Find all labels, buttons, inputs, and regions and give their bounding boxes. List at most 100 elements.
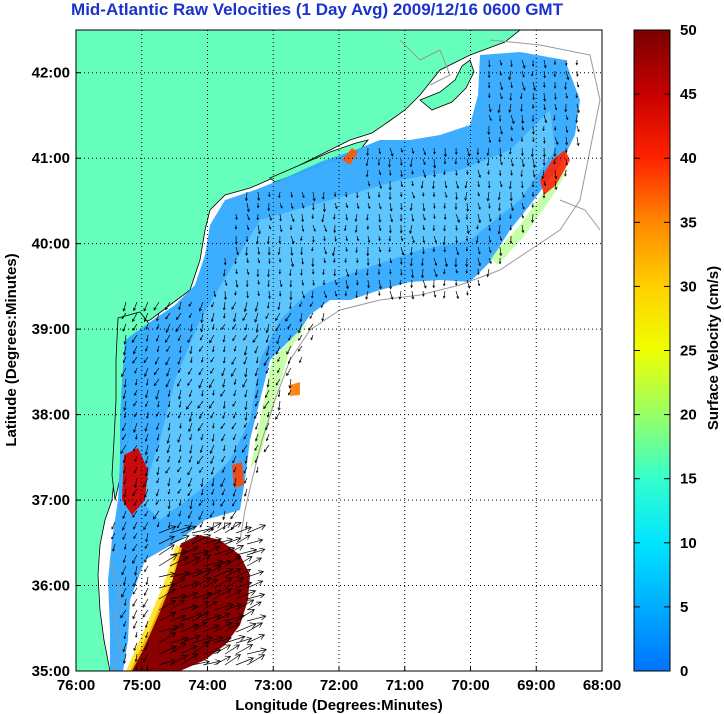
velocity-arrowhead [187, 472, 191, 476]
velocity-vector [165, 356, 171, 365]
velocity-vector [332, 246, 336, 256]
velocity-vector [543, 81, 545, 88]
velocity-arrowhead [565, 95, 569, 99]
velocity-vector [521, 114, 524, 124]
velocity-arrowhead [389, 173, 392, 176]
velocity-vector [145, 466, 149, 477]
velocity-vector [132, 323, 138, 331]
velocity-vector [165, 378, 171, 388]
velocity-vector [179, 422, 182, 429]
velocity-arrowhead [256, 601, 262, 607]
velocity-arrowhead [254, 373, 258, 377]
velocity-arrowhead [399, 230, 403, 234]
velocity-vector [202, 589, 222, 600]
velocity-vector [220, 389, 226, 397]
velocity-arrowhead [133, 625, 136, 629]
velocity-arrowhead [112, 548, 115, 552]
velocity-vector [169, 526, 191, 534]
velocity-arrowhead [255, 427, 258, 430]
velocity-arrowhead [433, 216, 436, 220]
velocity-arrowhead [135, 437, 138, 440]
velocity-vector [286, 367, 292, 376]
velocity-vector [488, 224, 491, 231]
velocity-vector [233, 477, 237, 486]
velocity-vector [242, 444, 248, 453]
velocity-vector [186, 400, 193, 410]
velocity-vector [487, 147, 490, 156]
velocity-arrowhead [265, 316, 268, 320]
velocity-arrowhead [222, 273, 226, 277]
velocity-vector [155, 356, 160, 365]
velocity-vector [121, 367, 127, 377]
velocity-vector [367, 279, 370, 288]
velocity-arrowhead [199, 470, 202, 474]
velocity-arrowhead [500, 96, 503, 100]
velocity-vector [242, 378, 248, 388]
velocity-arrowhead [227, 602, 235, 609]
velocity-vector [198, 378, 204, 389]
velocity-vector [499, 81, 503, 90]
velocity-vector [312, 224, 316, 232]
velocity-arrowhead [143, 318, 147, 323]
velocity-vector [422, 290, 424, 297]
velocity-vector [322, 312, 325, 321]
velocity-vector [134, 411, 138, 417]
velocity-vector [198, 510, 204, 520]
velocity-arrowhead [222, 307, 226, 311]
velocity-arrowhead [346, 274, 350, 278]
velocity-arrowhead [265, 339, 269, 344]
velocity-vector [198, 367, 204, 375]
velocity-arrowhead [123, 341, 127, 345]
velocity-arrowhead [476, 226, 479, 230]
velocity-arrowhead [123, 470, 126, 474]
velocity-arrowhead [454, 207, 458, 210]
velocity-arrowhead [200, 483, 204, 488]
velocity-arrowhead [243, 425, 247, 428]
velocity-arrowhead [238, 634, 246, 642]
velocity-arrowhead [247, 609, 256, 616]
velocity-arrowhead [498, 261, 502, 265]
velocity-vector [201, 312, 204, 323]
velocity-arrowhead [465, 271, 468, 274]
velocity-vector [191, 622, 207, 633]
velocity-vector [223, 521, 226, 530]
velocity-arrowhead [235, 555, 242, 562]
velocity-vector [246, 615, 266, 622]
velocity-arrowhead [194, 634, 201, 641]
velocity-vector [202, 601, 217, 611]
velocity-vector [443, 279, 446, 286]
velocity-vector [180, 613, 202, 622]
velocity-vector [169, 577, 185, 589]
velocity-vector [180, 653, 198, 666]
velocity-arrowhead [243, 308, 248, 313]
velocity-arrowhead [132, 327, 136, 331]
velocity-arrowhead [247, 656, 255, 663]
velocity-vector [179, 400, 182, 408]
velocity-arrowhead [200, 437, 203, 441]
velocity-vector [366, 268, 369, 276]
velocity-vector [433, 147, 435, 154]
velocity-arrowhead [143, 658, 146, 663]
velocity-vector [254, 444, 259, 451]
velocity-arrowhead [168, 544, 175, 550]
velocity-vector [213, 522, 232, 534]
velocity-arrowhead [257, 231, 261, 235]
velocity-vector [345, 213, 348, 220]
velocity-arrowhead [367, 196, 371, 200]
velocity-vector [180, 624, 199, 633]
velocity-arrowhead [422, 294, 425, 297]
velocity-arrowhead [488, 206, 491, 209]
velocity-arrowhead [279, 229, 283, 233]
velocity-arrowhead [423, 162, 426, 166]
velocity-vector [422, 235, 425, 243]
velocity-arrowhead [132, 360, 135, 364]
velocity-vector [223, 268, 226, 276]
velocity-arrowhead [497, 110, 501, 114]
velocity-vector [257, 246, 260, 255]
velocity-vector [334, 202, 338, 209]
velocity-vector [287, 323, 292, 329]
velocity-vector [455, 235, 458, 243]
velocity-vector [169, 637, 188, 644]
velocity-vector [158, 589, 176, 600]
velocity-vector [191, 577, 212, 589]
